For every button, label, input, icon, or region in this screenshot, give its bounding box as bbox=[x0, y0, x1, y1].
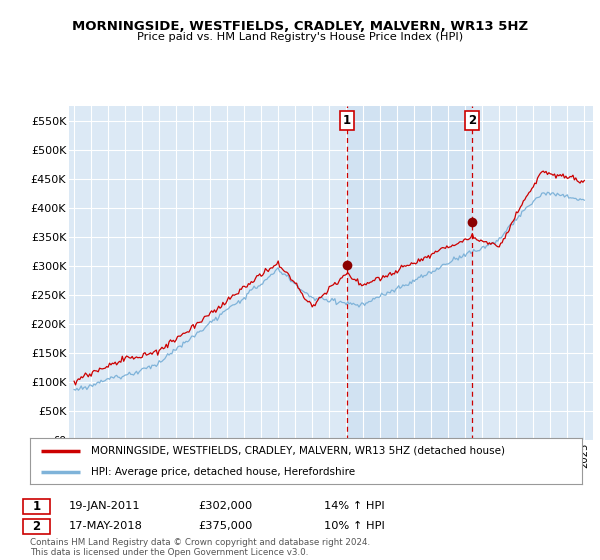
Text: Contains HM Land Registry data © Crown copyright and database right 2024.
This d: Contains HM Land Registry data © Crown c… bbox=[30, 538, 370, 557]
Text: 1: 1 bbox=[32, 500, 41, 513]
Bar bbox=[347, 106, 472, 440]
Text: 17-MAY-2018: 17-MAY-2018 bbox=[69, 521, 143, 531]
Text: MORNINGSIDE, WESTFIELDS, CRADLEY, MALVERN, WR13 5HZ: MORNINGSIDE, WESTFIELDS, CRADLEY, MALVER… bbox=[72, 20, 528, 32]
Text: 19-JAN-2011: 19-JAN-2011 bbox=[69, 501, 140, 511]
Text: 2: 2 bbox=[467, 114, 476, 127]
Text: 1: 1 bbox=[343, 114, 351, 127]
Text: Price paid vs. HM Land Registry's House Price Index (HPI): Price paid vs. HM Land Registry's House … bbox=[137, 32, 463, 43]
Text: 14% ↑ HPI: 14% ↑ HPI bbox=[324, 501, 385, 511]
Text: £302,000: £302,000 bbox=[198, 501, 252, 511]
Text: 2: 2 bbox=[32, 520, 41, 533]
Text: MORNINGSIDE, WESTFIELDS, CRADLEY, MALVERN, WR13 5HZ (detached house): MORNINGSIDE, WESTFIELDS, CRADLEY, MALVER… bbox=[91, 446, 505, 456]
Text: £375,000: £375,000 bbox=[198, 521, 253, 531]
Text: 10% ↑ HPI: 10% ↑ HPI bbox=[324, 521, 385, 531]
Text: HPI: Average price, detached house, Herefordshire: HPI: Average price, detached house, Here… bbox=[91, 467, 355, 477]
